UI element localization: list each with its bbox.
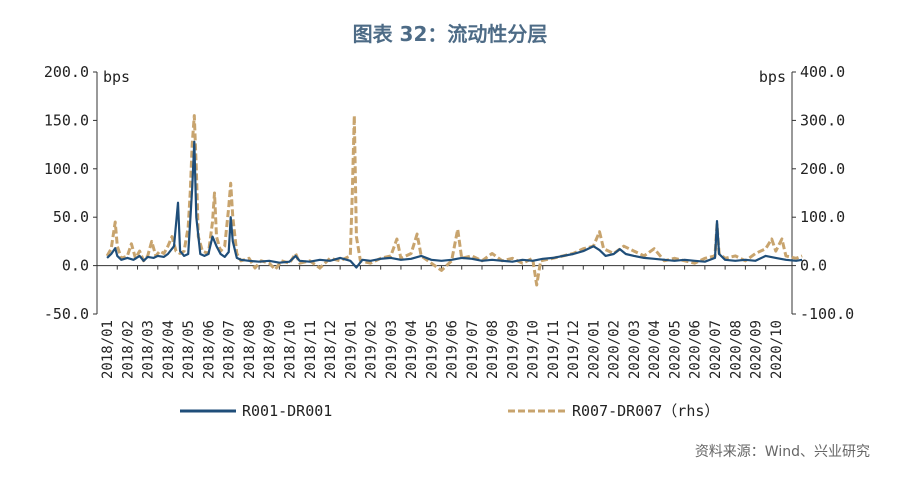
x-tick-label: 2019/04 bbox=[404, 320, 420, 379]
x-tick-label: 2018/06 bbox=[201, 320, 217, 379]
x-tick-label: 2018/01 bbox=[100, 320, 116, 379]
x-tick-label: 2019/10 bbox=[526, 320, 542, 379]
right-tick-label: 400.0 bbox=[800, 63, 845, 81]
x-tick-label: 2020/05 bbox=[667, 320, 683, 379]
x-tick-label: 2019/07 bbox=[465, 320, 481, 379]
x-tick-label: 2019/12 bbox=[566, 320, 582, 379]
axes-layer: 200.0 150.0 100.0 50.0 0.0 -50.0 400.0 300.0 200… bbox=[44, 63, 854, 379]
left-axis-unit: bps bbox=[103, 68, 130, 86]
x-tick-label: 2020/01 bbox=[586, 320, 602, 379]
x-tick-label: 2020/04 bbox=[647, 320, 663, 379]
x-tick-label: 2018/02 bbox=[120, 320, 136, 379]
left-tick-label: 200.0 bbox=[44, 63, 89, 81]
x-tick-label: 2018/04 bbox=[161, 320, 177, 379]
x-tick-label: 2018/05 bbox=[181, 320, 197, 379]
legend-label-2: R007-DR007（rhs） bbox=[572, 402, 719, 420]
right-tick-label: -100.0 bbox=[800, 305, 854, 323]
left-tick-label: 100.0 bbox=[44, 160, 89, 178]
legend: R001-DR001 R007-DR007（rhs） bbox=[180, 402, 719, 420]
x-tick-label: 2018/07 bbox=[222, 320, 238, 379]
series-line-1 bbox=[106, 140, 803, 269]
x-tick-label: 2019/09 bbox=[505, 320, 521, 379]
x-tick-label: 2020/09 bbox=[749, 320, 765, 379]
right-tick-label: 300.0 bbox=[800, 111, 845, 129]
x-tick-label: 2019/06 bbox=[445, 320, 461, 379]
left-tick-label: 150.0 bbox=[44, 111, 89, 129]
x-tick-label: 2020/06 bbox=[688, 320, 704, 379]
left-tick-label: 0.0 bbox=[62, 257, 89, 275]
x-tick-label: 2019/08 bbox=[485, 320, 501, 379]
x-tick-label: 2019/01 bbox=[343, 320, 359, 379]
x-tick-label: 2018/11 bbox=[303, 320, 319, 379]
right-axis-unit: bps bbox=[759, 68, 786, 86]
legend-label-1: R001-DR001 bbox=[242, 402, 332, 420]
left-tick-label: -50.0 bbox=[44, 305, 89, 323]
x-tick-label: 2019/02 bbox=[364, 320, 380, 379]
x-tick-label: 2020/10 bbox=[769, 320, 785, 379]
right-tick-label: 100.0 bbox=[800, 208, 845, 226]
x-tick-label: 2019/05 bbox=[424, 320, 440, 379]
source-note: 资料来源：Wind、兴业研究 bbox=[694, 444, 870, 460]
x-tick-label: 2018/12 bbox=[323, 320, 339, 379]
x-tick-label: 2020/08 bbox=[728, 320, 744, 379]
right-tick-label: 0.0 bbox=[800, 257, 827, 275]
chart-title: 图表 32：流动性分层 bbox=[352, 22, 548, 46]
series-layer bbox=[105, 114, 803, 287]
x-tick-label: 2018/03 bbox=[141, 320, 157, 379]
x-tick-label: 2020/03 bbox=[627, 320, 643, 379]
x-tick-label: 2020/02 bbox=[607, 320, 623, 379]
x-tick-label: 2019/11 bbox=[546, 320, 562, 379]
left-tick-label: 50.0 bbox=[53, 208, 89, 226]
x-tick-label: 2019/03 bbox=[384, 320, 400, 379]
x-tick-label: 2020/07 bbox=[708, 320, 724, 379]
x-tick-label: 2018/08 bbox=[242, 320, 258, 379]
right-tick-label: 200.0 bbox=[800, 160, 845, 178]
x-tick-label: 2018/10 bbox=[282, 320, 298, 379]
x-tick-label: 2018/09 bbox=[262, 320, 278, 379]
